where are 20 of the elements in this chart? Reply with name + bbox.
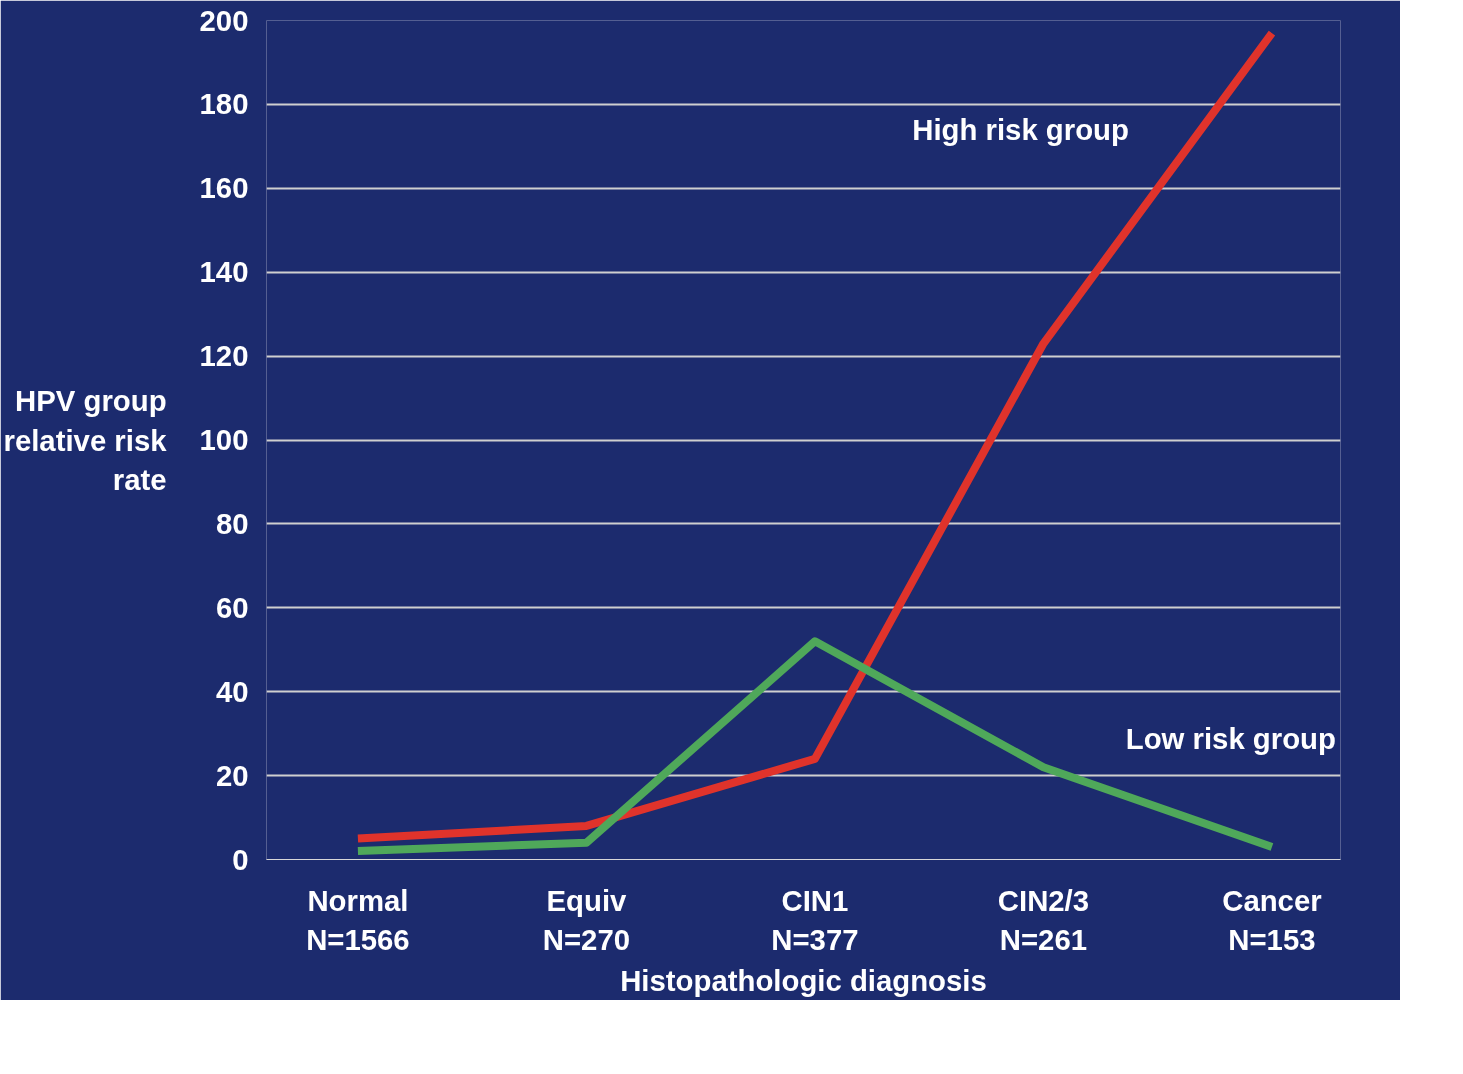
x-tick-label: CIN1 N=377 [771, 883, 859, 957]
y-tick-label: 60 [215, 590, 249, 624]
y-axis-title: HPV group relative risk rate [3, 383, 168, 497]
x-tick-label: CIN2/3 N=261 [997, 883, 1090, 957]
y-tick-label: 20 [215, 758, 249, 792]
y-tick-label: 160 [199, 171, 249, 205]
y-tick-label: 140 [199, 255, 249, 289]
y-tick-label: 0 [232, 842, 249, 876]
x-tick-label: Equiv N=270 [542, 883, 631, 957]
x-axis-title: Histopathologic diagnosis [620, 964, 987, 998]
x-tick-label: Cancer N=153 [1222, 883, 1322, 957]
y-tick-label: 120 [199, 339, 249, 373]
y-tick-label: 180 [199, 87, 249, 121]
x-tick-label: Normal N=1566 [306, 883, 410, 957]
series-label: High risk group [912, 113, 1129, 147]
y-tick-label: 80 [215, 506, 249, 540]
series-label: Low risk group [1125, 721, 1336, 755]
y-tick-label: 100 [199, 423, 249, 456]
y-tick-label: 200 [199, 3, 249, 37]
y-tick-label: 40 [215, 674, 249, 708]
